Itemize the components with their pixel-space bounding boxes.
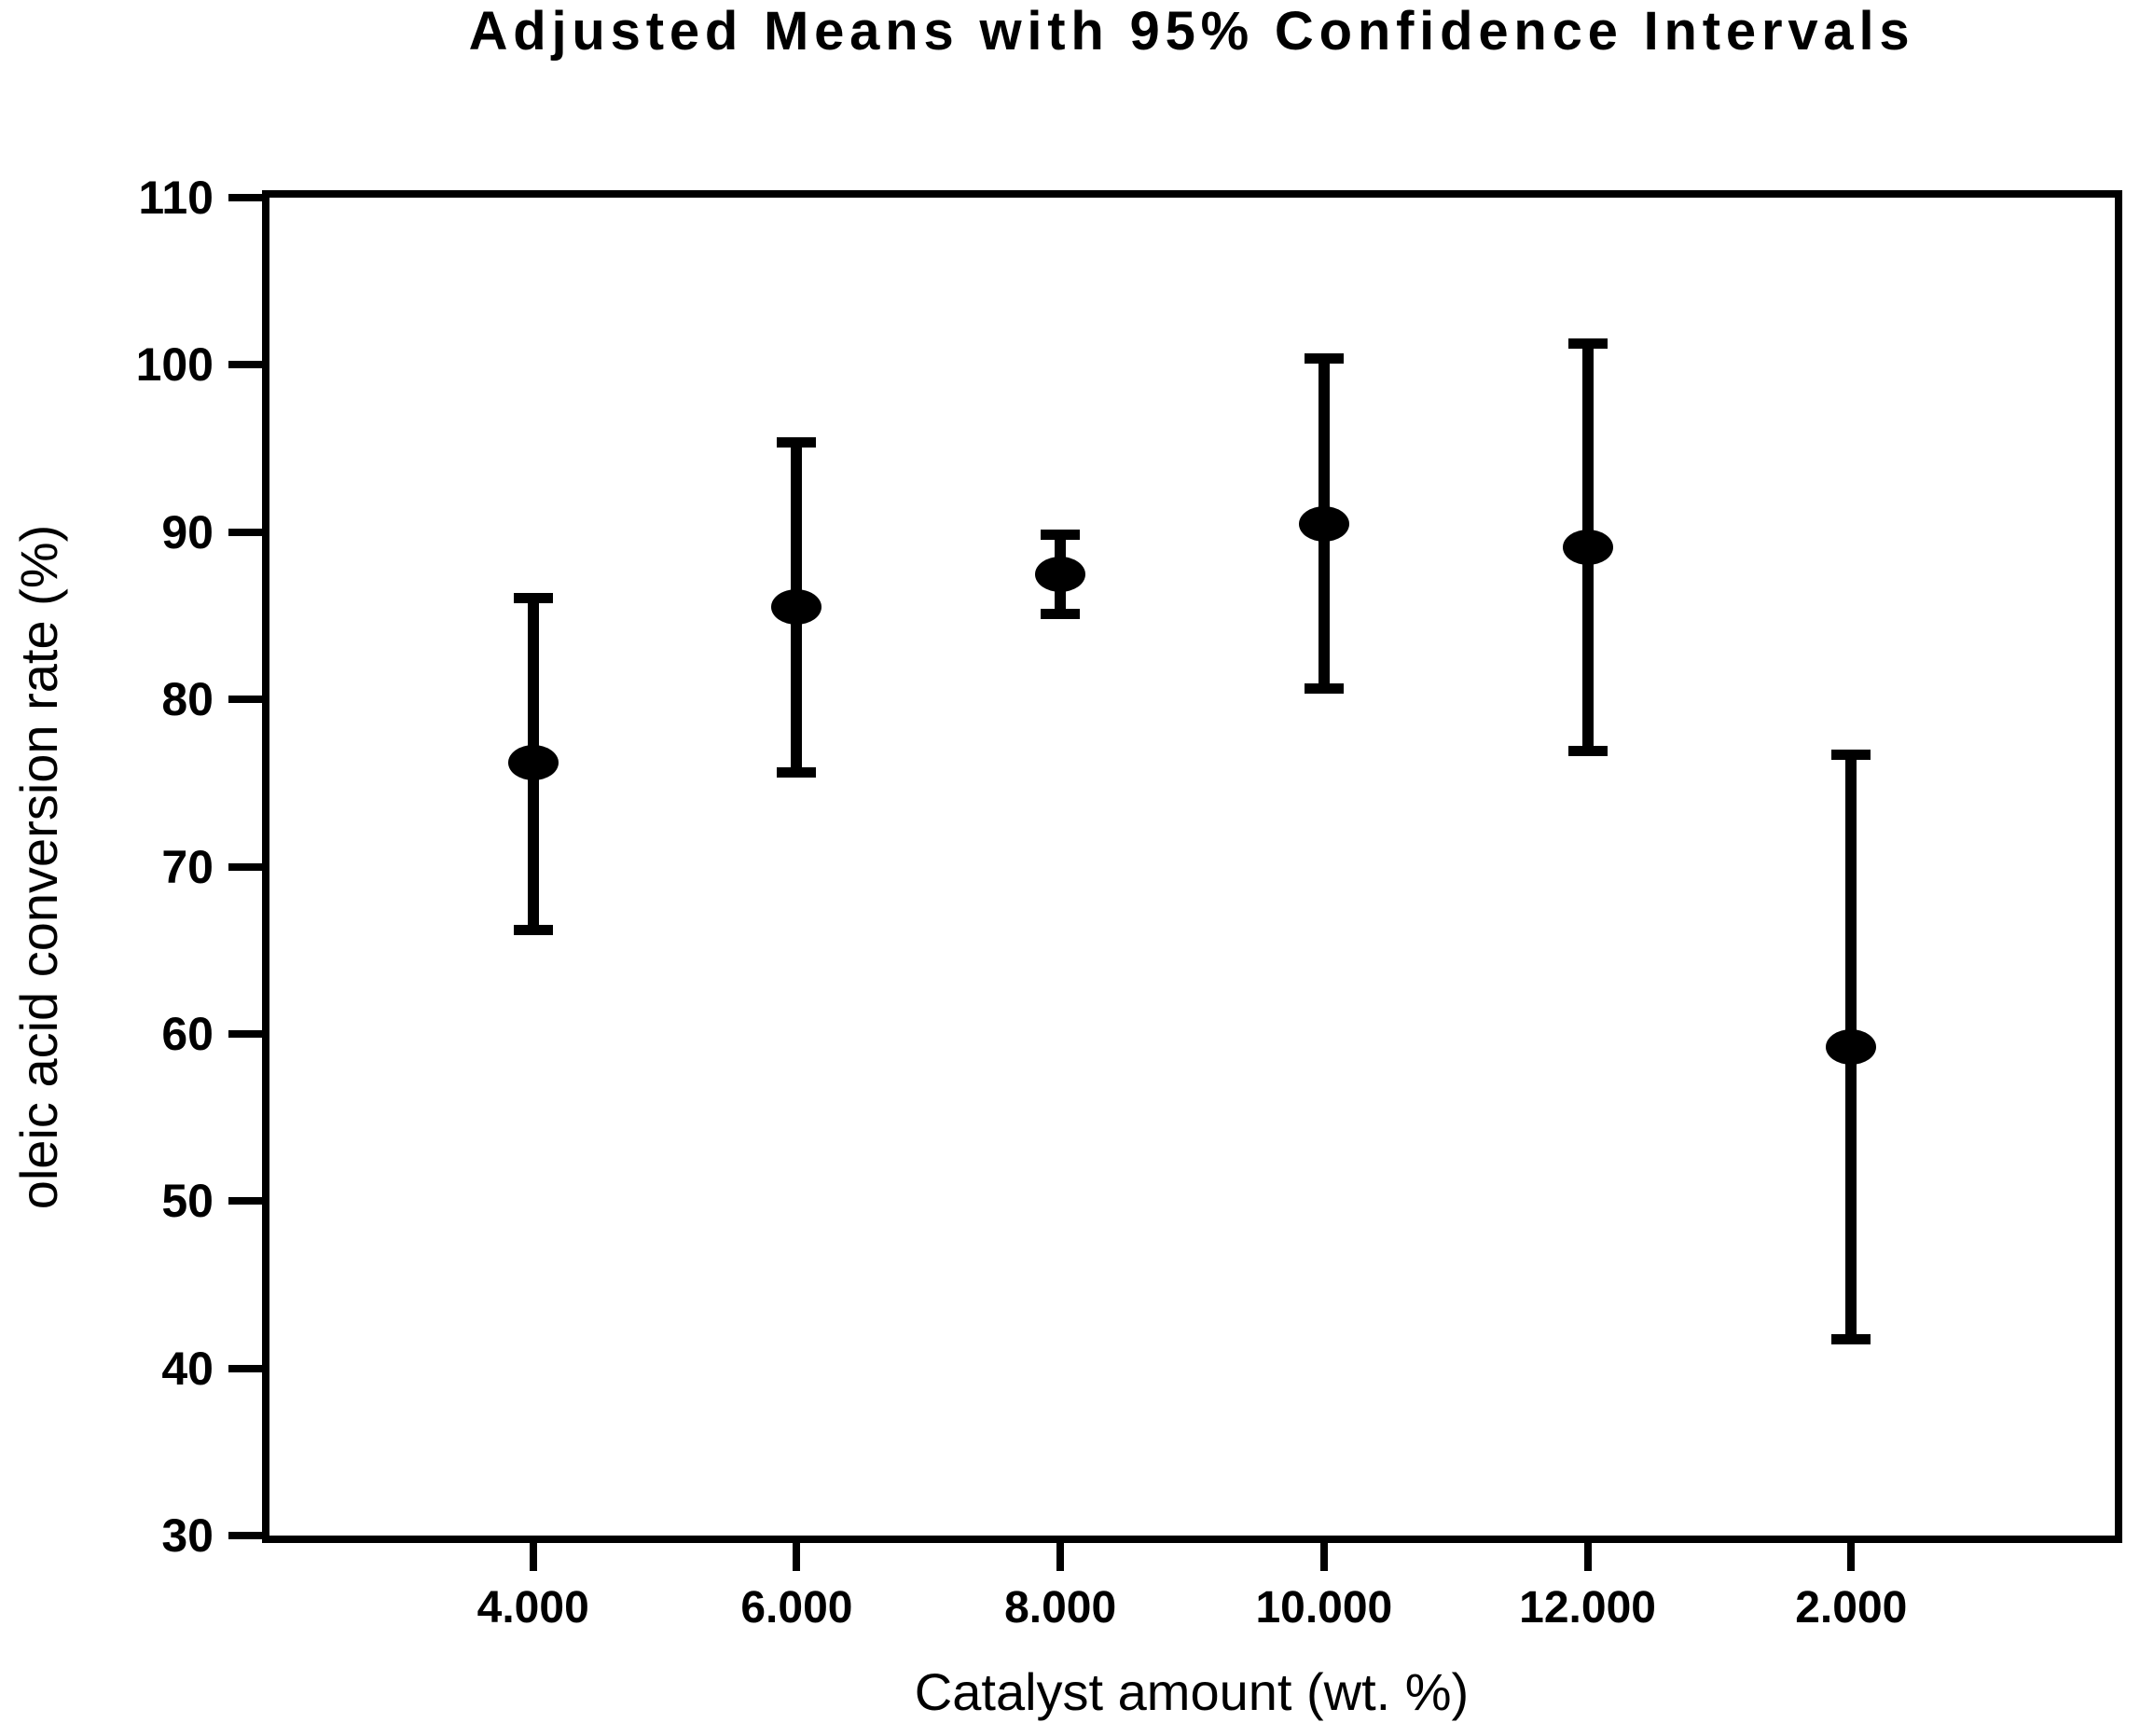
mean-marker bbox=[1562, 529, 1613, 565]
error-bar-cap-bottom bbox=[1567, 745, 1608, 756]
x-tick-label: 12.000 bbox=[1519, 1583, 1656, 1633]
y-axis-title: oleic acid conversion rate (%) bbox=[9, 524, 68, 1210]
x-tick bbox=[529, 1543, 537, 1571]
y-tick-label: 110 bbox=[138, 172, 214, 224]
x-axis-title: Catalyst amount (wt. %) bbox=[914, 1662, 1470, 1721]
error-bar-cap-bottom bbox=[513, 924, 553, 935]
x-tick bbox=[1319, 1543, 1328, 1571]
y-tick-label: 100 bbox=[135, 338, 214, 392]
error-bar-cap-bottom bbox=[1304, 683, 1344, 695]
mean-marker bbox=[1298, 505, 1349, 542]
x-tick bbox=[1583, 1543, 1592, 1571]
error-bar-cap-bottom bbox=[1041, 608, 1081, 619]
y-tick-label: 90 bbox=[161, 505, 214, 558]
error-bar-cap-top bbox=[513, 592, 553, 603]
y-tick bbox=[228, 862, 262, 871]
y-tick bbox=[228, 1029, 262, 1038]
x-tick-label: 6.000 bbox=[740, 1583, 853, 1633]
chart-title: Adjusted Means with 95% Confidence Inter… bbox=[468, 1, 1915, 62]
y-tick bbox=[228, 361, 262, 369]
y-tick-label: 50 bbox=[161, 1175, 214, 1228]
x-tick bbox=[1056, 1543, 1065, 1571]
y-tick-label: 70 bbox=[161, 840, 214, 893]
x-tick bbox=[1847, 1543, 1856, 1571]
error-bar-cap-top bbox=[1567, 338, 1608, 350]
mean-marker bbox=[771, 589, 822, 626]
y-tick bbox=[228, 194, 262, 201]
y-tick-label: 30 bbox=[161, 1509, 214, 1562]
error-bar-cap-bottom bbox=[777, 767, 817, 778]
x-tick-label: 8.000 bbox=[1004, 1583, 1117, 1633]
x-tick-label: 10.000 bbox=[1255, 1583, 1393, 1633]
mean-marker bbox=[1035, 556, 1086, 592]
error-bar-cap-bottom bbox=[1831, 1334, 1871, 1345]
mean-marker bbox=[1826, 1029, 1877, 1066]
y-tick bbox=[228, 1364, 262, 1372]
y-tick bbox=[228, 1532, 262, 1539]
mean-marker bbox=[507, 745, 559, 781]
error-bar-cap-top bbox=[1041, 529, 1081, 540]
error-bar-cap-top bbox=[777, 436, 817, 448]
plot-frame: 110 100 90 80 70 60 50 40 30 4.000 6.000 8.000 10.00… bbox=[136, 174, 2122, 1631]
y-tick-label: 80 bbox=[161, 673, 214, 726]
y-tick bbox=[228, 528, 262, 536]
y-tick bbox=[228, 696, 262, 704]
x-tick-label: 2.000 bbox=[1795, 1583, 1908, 1633]
x-tick-label: 4.000 bbox=[476, 1583, 589, 1633]
y-tick-label: 40 bbox=[161, 1342, 214, 1395]
y-tick bbox=[228, 1197, 262, 1206]
x-tick bbox=[793, 1543, 801, 1571]
y-tick-label: 60 bbox=[161, 1007, 214, 1060]
error-bar-cap-top bbox=[1831, 750, 1871, 761]
error-bar-cap-top bbox=[1304, 353, 1344, 365]
